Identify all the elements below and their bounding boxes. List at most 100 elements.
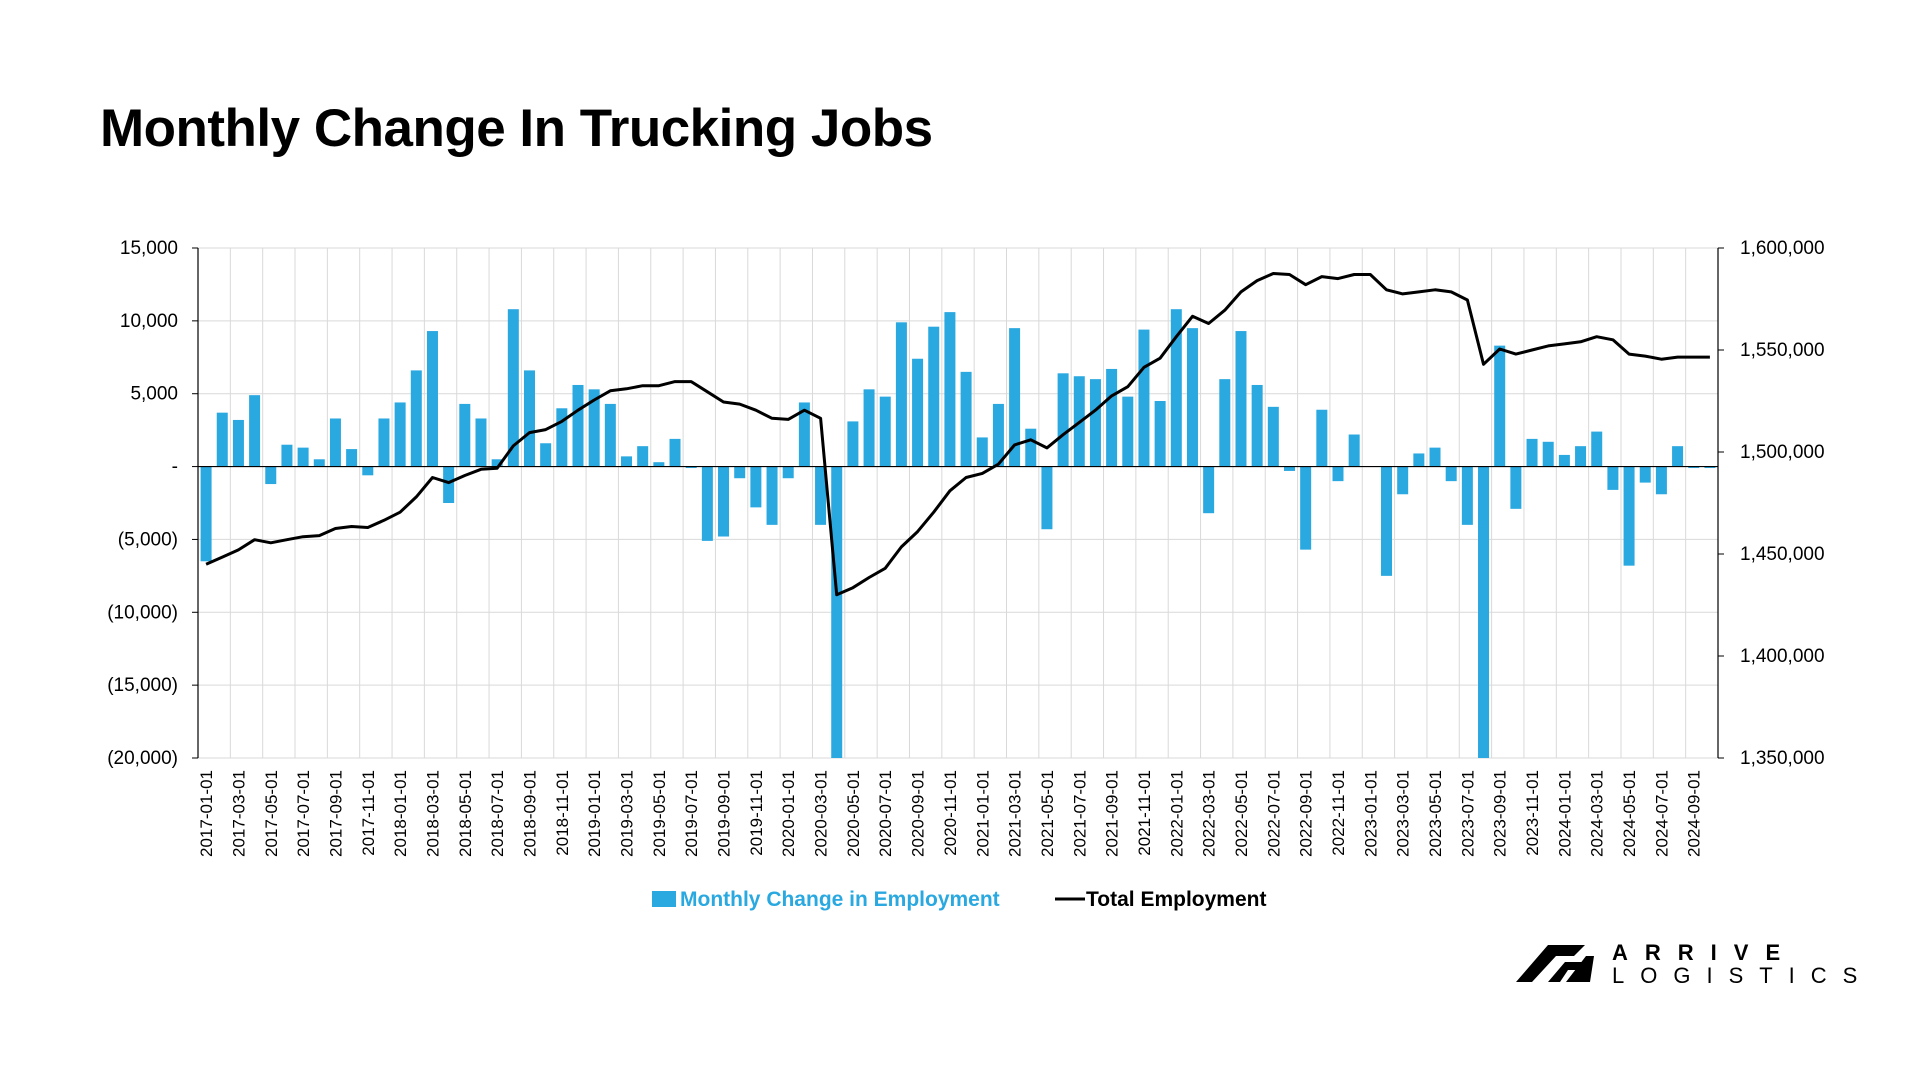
right-axis-tick-label: 1,500,000 — [1740, 442, 1825, 463]
brand-name-line2: LOGISTICS — [1612, 963, 1873, 988]
left-axis-tick-label: 5,000 — [130, 384, 178, 405]
x-axis-tick-label: 2022-09-01 — [1297, 770, 1316, 857]
x-axis-tick-label: 2023-03-01 — [1394, 770, 1413, 857]
left-axis-tick-label: (15,000) — [107, 675, 178, 696]
bar — [604, 403, 616, 467]
bar — [960, 371, 972, 467]
x-axis-tick-label: 2023-09-01 — [1491, 770, 1510, 857]
x-axis-tick-label: 2023-05-01 — [1426, 770, 1445, 857]
bar — [588, 389, 600, 467]
bar — [1542, 441, 1554, 467]
right-axis-tick-label: 1,600,000 — [1740, 238, 1825, 259]
bar — [1575, 446, 1587, 467]
left-axis-tick-labels: (20,000) (15,000) (10,000) (5,000) - 5,000 10,… — [107, 238, 178, 769]
bar — [540, 443, 552, 467]
bar — [378, 418, 390, 467]
bar — [1219, 379, 1231, 467]
bar — [426, 331, 438, 467]
x-axis-tick-label: 2019-07-01 — [682, 770, 701, 857]
right-axis-tick-label: 1,450,000 — [1740, 544, 1825, 565]
bar — [1623, 466, 1635, 566]
x-axis-tick-label: 2019-09-01 — [715, 770, 734, 857]
x-axis-tick-label: 2017-05-01 — [262, 770, 281, 857]
brand-logo: ARRIVE LOGISTICS — [1516, 940, 1873, 988]
x-axis-tick-label: 2024-05-01 — [1620, 770, 1639, 857]
bar — [475, 418, 487, 467]
bar — [1332, 466, 1344, 482]
x-axis-tick-label: 2017-09-01 — [326, 770, 345, 857]
x-axis-tick-label: 2021-03-01 — [1006, 770, 1025, 857]
bar — [1413, 453, 1425, 467]
bar — [1025, 428, 1037, 467]
bar — [1283, 466, 1295, 471]
bar — [1494, 345, 1506, 467]
bar — [572, 384, 584, 467]
bar — [1235, 331, 1247, 467]
chart-title: Monthly Change In Trucking Jobs — [100, 99, 933, 158]
bar — [685, 466, 697, 469]
brand-name-line1: ARRIVE — [1612, 940, 1797, 965]
bar — [1526, 438, 1538, 467]
x-axis-tick-label: 2022-01-01 — [1167, 770, 1186, 857]
x-axis-tick-label: 2020-05-01 — [844, 770, 863, 857]
bar — [265, 466, 277, 485]
x-axis-tick-label: 2021-09-01 — [1103, 770, 1122, 857]
legend-swatch-bar — [652, 891, 676, 907]
bar — [1510, 466, 1522, 509]
bar — [766, 466, 778, 525]
right-axis-tick-labels: 1,350,000 1,400,000 1,450,000 1,500,000 1,55… — [1740, 238, 1825, 769]
x-axis-tick-label: 2018-01-01 — [391, 770, 410, 857]
bar — [1348, 434, 1360, 467]
bar — [944, 312, 956, 467]
bar — [928, 326, 940, 467]
bar — [232, 419, 244, 467]
bar — [701, 466, 713, 541]
x-axis-tick-label: 2018-03-01 — [423, 770, 442, 857]
bar — [815, 466, 827, 525]
x-axis-tick-label: 2018-09-01 — [520, 770, 539, 857]
x-axis-tick-label: 2021-05-01 — [1038, 770, 1057, 857]
bar — [879, 396, 891, 467]
bar — [1009, 328, 1021, 467]
right-axis-tick-label: 1,550,000 — [1740, 340, 1825, 361]
bar — [1089, 379, 1101, 467]
bar — [216, 412, 228, 467]
bar — [1591, 431, 1603, 467]
bar — [1639, 466, 1651, 483]
bar — [523, 370, 535, 467]
total-employment-line — [205, 272, 1710, 597]
bar — [297, 447, 309, 467]
left-axis-tick-label: - — [172, 457, 178, 478]
bar — [637, 446, 649, 467]
brand-mark-icon — [1516, 945, 1594, 982]
x-axis-tick-labels: 2017-01-01 2017-03-01 2017-05-01 2017-07-01… — [197, 770, 1704, 857]
right-axis-tick-label: 1,350,000 — [1740, 748, 1825, 769]
x-axis-tick-label: 2020-01-01 — [779, 770, 798, 857]
x-axis-tick-label: 2018-07-01 — [488, 770, 507, 857]
left-axis-tick-label: (10,000) — [107, 602, 178, 623]
x-axis-tick-label: 2020-07-01 — [876, 770, 895, 857]
x-axis-tick-label: 2022-03-01 — [1200, 770, 1219, 857]
bar — [1122, 396, 1134, 467]
x-axis-tick-label: 2017-03-01 — [229, 770, 248, 857]
bar — [249, 395, 261, 467]
left-axis-tick-label: 10,000 — [120, 311, 178, 332]
x-axis-tick-label: 2021-11-01 — [1135, 770, 1154, 856]
bar — [798, 402, 810, 467]
bar — [1057, 373, 1069, 467]
x-axis-tick-label: 2019-05-01 — [650, 770, 669, 857]
x-axis-tick-label: 2023-07-01 — [1458, 770, 1477, 857]
left-axis-tick-label: (5,000) — [118, 529, 178, 550]
bar — [459, 403, 471, 467]
bar — [863, 389, 875, 467]
x-axis-tick-label: 2023-01-01 — [1361, 770, 1380, 857]
left-axis-tick-label: 15,000 — [120, 238, 178, 259]
bar — [1300, 466, 1312, 550]
bar — [1267, 406, 1279, 467]
x-axis-tick-label: 2023-11-01 — [1523, 770, 1542, 856]
axes — [192, 247, 1724, 759]
bar — [1672, 446, 1684, 467]
x-axis-tick-label: 2019-11-01 — [747, 770, 766, 856]
bar — [200, 466, 212, 562]
